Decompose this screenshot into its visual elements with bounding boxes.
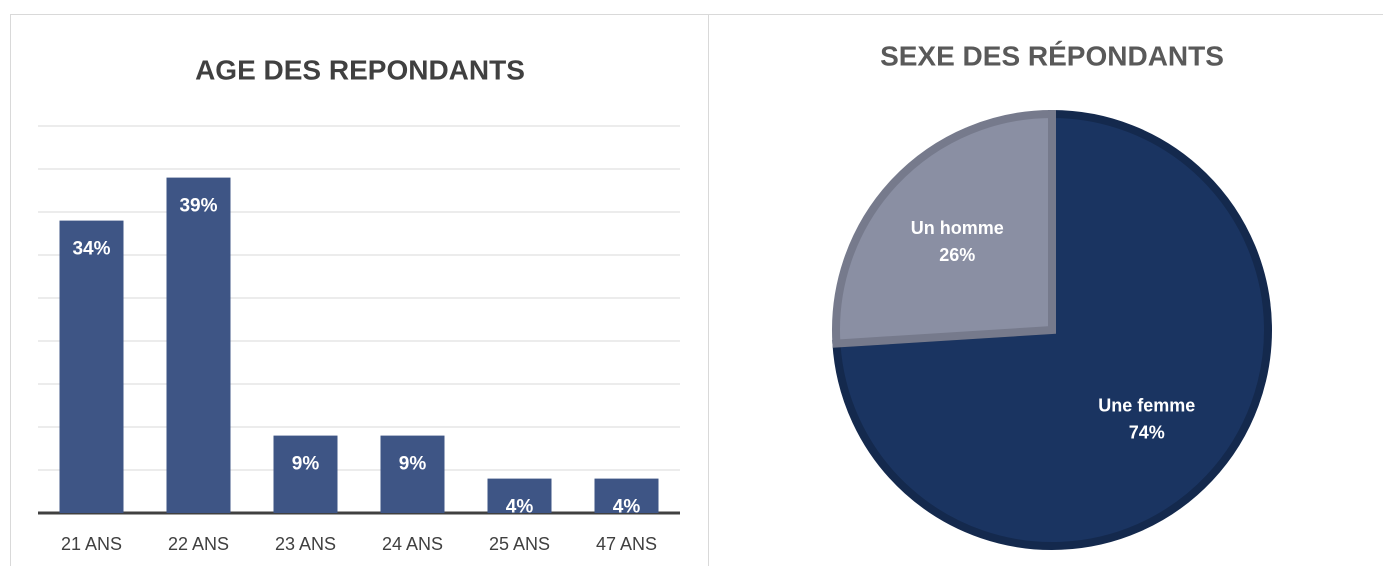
- x-tick-label: 47 ANS: [596, 534, 657, 554]
- x-tick-label: 25 ANS: [489, 534, 550, 554]
- data-label: 9%: [292, 454, 320, 475]
- data-label: 4%: [613, 497, 641, 518]
- slice-label: Une femme: [1098, 396, 1195, 416]
- x-tick-label: 21 ANS: [61, 534, 122, 554]
- slice-value: 26%: [939, 245, 975, 265]
- data-label: 4%: [506, 497, 534, 518]
- pie-slice: [832, 109, 1056, 348]
- data-label: 39%: [179, 196, 217, 217]
- chart-title: SEXE DES RÉPONDANTS: [880, 40, 1224, 71]
- bar: [166, 177, 231, 513]
- data-label: 9%: [399, 454, 427, 475]
- x-tick-label: 23 ANS: [275, 534, 336, 554]
- chart-title: AGE DES REPONDANTS: [195, 54, 525, 85]
- chart-frame: [10, 14, 709, 566]
- x-tick-label: 22 ANS: [168, 534, 229, 554]
- bar: [273, 435, 338, 513]
- bar: [380, 435, 445, 513]
- slice-label: Un homme: [911, 218, 1004, 238]
- bar: [487, 478, 552, 513]
- data-label: 34%: [72, 239, 110, 260]
- x-tick-label: 24 ANS: [382, 534, 443, 554]
- bar: [59, 220, 124, 513]
- bar: [594, 478, 659, 513]
- slice-value: 74%: [1129, 423, 1165, 443]
